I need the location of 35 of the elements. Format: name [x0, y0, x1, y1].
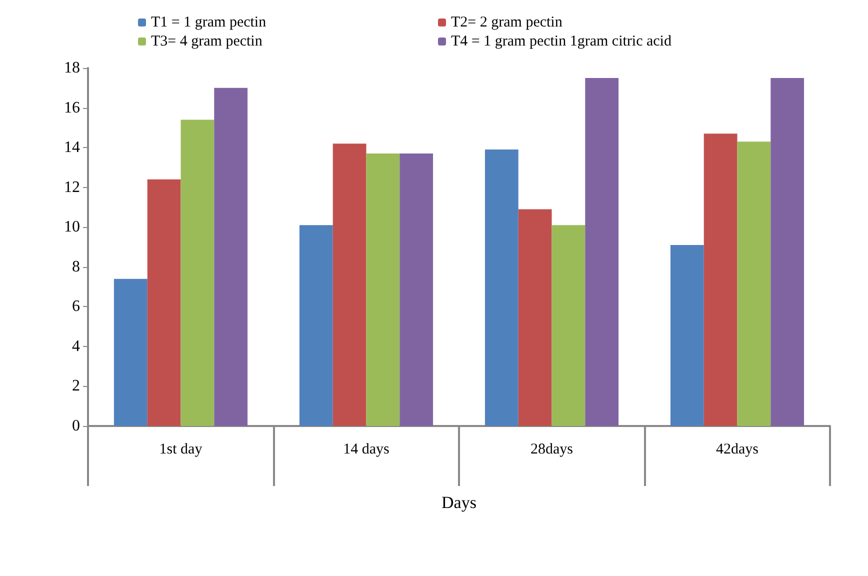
- x-tick-label: 14 days: [343, 442, 390, 458]
- bar: [147, 179, 181, 426]
- y-tick-label: 8: [72, 258, 80, 276]
- bar: [366, 154, 400, 426]
- x-tick-label: 28days: [530, 442, 574, 458]
- y-tick-label: 6: [72, 298, 80, 316]
- y-tick-label: 14: [64, 139, 80, 156]
- bar: [704, 134, 738, 426]
- bar: [737, 142, 771, 426]
- bar: [214, 88, 248, 426]
- bar: [518, 209, 552, 426]
- x-tick-label: 1st day: [159, 442, 203, 458]
- y-tick-label: 12: [64, 178, 80, 196]
- y-tick-label: 18: [64, 60, 80, 76]
- legend-label: T2= 2 gram pectin: [451, 14, 563, 30]
- bar: [400, 154, 434, 426]
- bar: [484, 150, 518, 426]
- legend-label: T3= 4 gram pectin: [151, 34, 263, 50]
- legend-label: T4 = 1 gram pectin 1gram citric acid: [451, 34, 672, 50]
- y-tick-label: 0: [72, 418, 80, 434]
- legend-label: T1 = 1 gram pectin: [151, 14, 267, 30]
- bar: [114, 278, 148, 426]
- bar: [332, 144, 366, 426]
- bar: [585, 78, 619, 426]
- bar: [299, 225, 333, 426]
- bar: [670, 245, 704, 426]
- x-tick-label: 42days: [716, 442, 759, 458]
- bar: [552, 225, 586, 426]
- y-tick-label: 2: [72, 378, 80, 395]
- y-tick-label: 16: [64, 99, 80, 116]
- y-tick-label: 4: [72, 338, 80, 355]
- y-tick-label: 10: [64, 218, 80, 236]
- bar: [180, 120, 214, 426]
- x-axis-title: Days: [442, 493, 476, 512]
- bar: [770, 78, 804, 426]
